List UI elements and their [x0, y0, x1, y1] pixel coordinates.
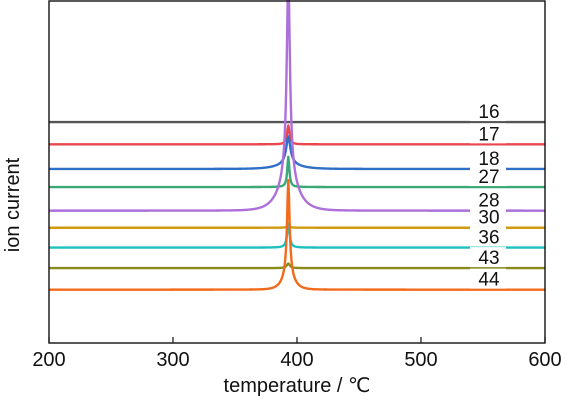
- series-label-background: [470, 226, 506, 247]
- series-label-27: 27: [478, 167, 499, 188]
- x-tick-label: 500: [404, 349, 437, 371]
- series-label-44: 44: [478, 270, 500, 291]
- y-axis-label: ion current: [2, 157, 24, 252]
- series-label-17: 17: [478, 124, 499, 145]
- series-label-background: [470, 268, 506, 289]
- series-line-43: [48, 262, 546, 270]
- series-label-43: 43: [478, 248, 499, 269]
- x-tick-label: 200: [32, 349, 65, 371]
- series-label-16: 16: [478, 102, 499, 123]
- x-tick-layer: 200 300 400 500 600: [32, 337, 562, 371]
- x-axis-label: temperature / ℃: [224, 375, 371, 397]
- series-label-background: [470, 147, 506, 168]
- series-label-28: 28: [478, 191, 499, 212]
- x-tick-label: 600: [528, 349, 561, 371]
- series-layer: [48, 0, 546, 291]
- series-label-background: [470, 166, 506, 187]
- series-line-30: [48, 225, 546, 229]
- series-line-28: [48, 0, 546, 212]
- series-label-18: 18: [478, 149, 499, 170]
- series-label-36: 36: [478, 228, 499, 249]
- series-label-background: [470, 123, 506, 144]
- series-line-44: [48, 179, 546, 291]
- series-label-background: [470, 189, 506, 210]
- series-label-background: [470, 101, 506, 122]
- series-line-18: [48, 135, 546, 171]
- x-tick-label: 400: [280, 349, 313, 371]
- series-label-background: [470, 247, 506, 268]
- series-line-36: [48, 222, 546, 249]
- series-line-17: [48, 124, 546, 146]
- x-tick-label: 300: [156, 349, 189, 371]
- series-label-30: 30: [478, 208, 499, 229]
- series-line-27: [48, 155, 546, 189]
- series-label-background: [470, 206, 506, 227]
